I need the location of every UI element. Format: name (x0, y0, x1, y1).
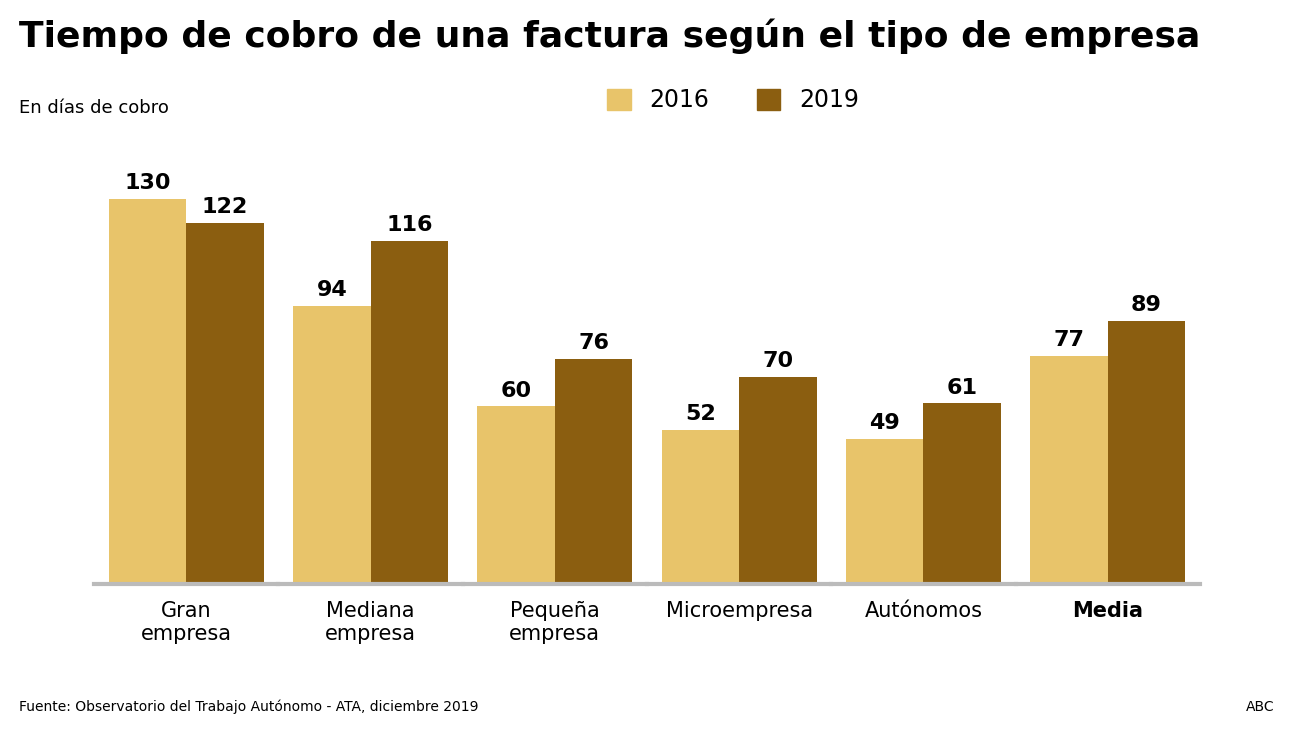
Text: 70: 70 (762, 351, 793, 371)
Text: 76: 76 (578, 333, 609, 353)
Bar (370, 241, 448, 584)
Text: En días de cobro: En días de cobro (19, 99, 170, 117)
Text: Fuente: Observatorio del Trabajo Autónomo - ATA, diciembre 2019: Fuente: Observatorio del Trabajo Autónom… (19, 699, 479, 714)
Bar (739, 377, 817, 584)
Bar (1030, 356, 1108, 584)
Text: 60: 60 (501, 380, 532, 401)
Text: Tiempo de cobro de una factura según el tipo de empresa: Tiempo de cobro de una factura según el … (19, 18, 1201, 54)
Text: ABC: ABC (1246, 700, 1275, 714)
Text: 94: 94 (317, 280, 347, 300)
Bar (294, 306, 370, 584)
Text: 77: 77 (1053, 330, 1084, 350)
Text: 130: 130 (124, 173, 171, 193)
Text: 89: 89 (1131, 295, 1162, 315)
Text: 122: 122 (202, 197, 248, 217)
Text: 52: 52 (685, 404, 716, 424)
Bar (661, 430, 739, 584)
Bar (846, 439, 924, 584)
Bar (186, 223, 264, 584)
Text: 116: 116 (386, 215, 432, 235)
Bar (555, 359, 633, 584)
Bar (109, 199, 186, 584)
Legend: 2016, 2019: 2016, 2019 (607, 88, 859, 112)
Bar (477, 407, 555, 584)
Bar (924, 404, 1000, 584)
Text: 49: 49 (870, 413, 901, 433)
Bar (1108, 320, 1185, 584)
Text: 61: 61 (947, 377, 978, 398)
